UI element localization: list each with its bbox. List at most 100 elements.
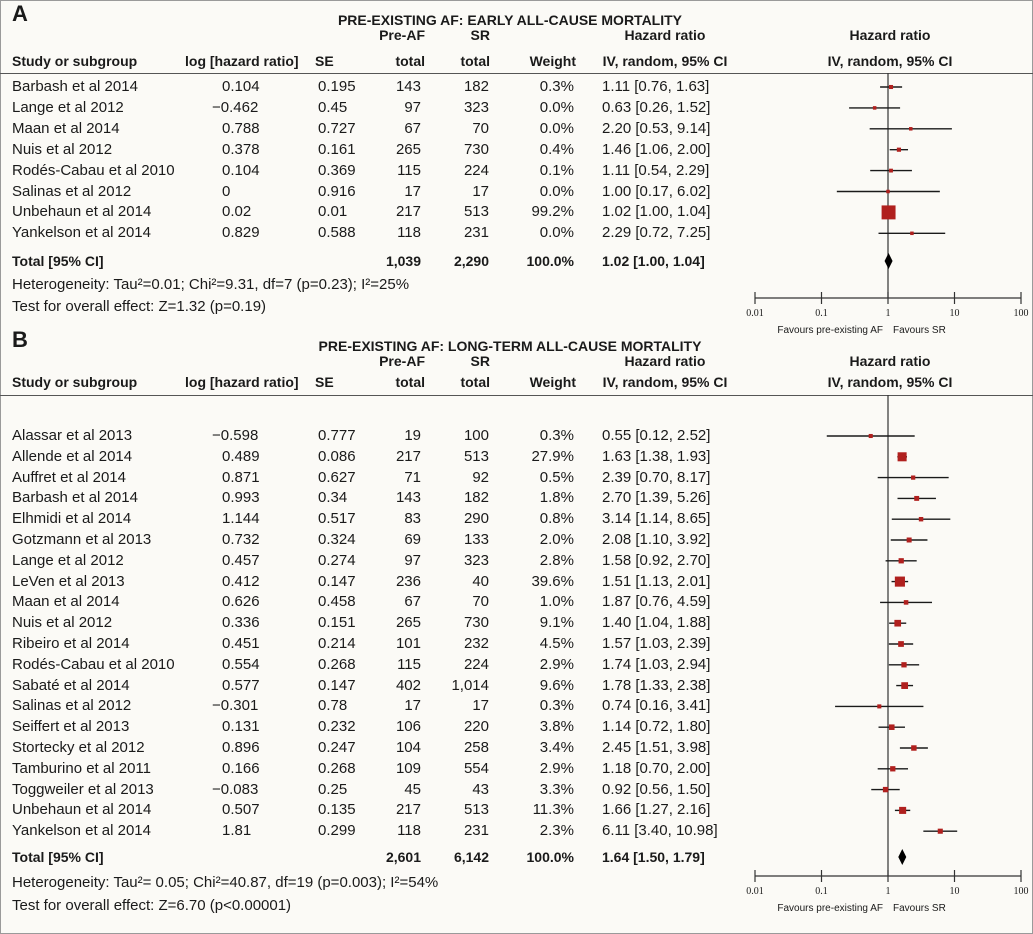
pre-af-total: 265 [395, 140, 421, 158]
standard-error: 0.78 [318, 697, 348, 715]
standard-error: 0.01 [318, 203, 348, 221]
log-hazard-ratio: 0.166 [222, 759, 260, 777]
weight: 4.5% [539, 635, 574, 652]
standard-error: 0.916 [318, 182, 356, 200]
study-name: Auffret et al 2014 [12, 468, 126, 486]
hazard-ratio-ci: 1.14 [0.72, 1.80] [602, 718, 711, 736]
sr-total: 513 [463, 447, 489, 465]
hazard-ratio-ci: 1.51 [1.13, 2.01] [602, 572, 711, 590]
standard-error: 0.274 [318, 551, 356, 569]
weight: 0.5% [539, 468, 574, 486]
hazard-ratio-ci: 2.45 [1.51, 3.98] [602, 739, 711, 756]
effect-square [910, 231, 914, 236]
sr-total: 231 [463, 224, 489, 242]
pre-af-total: 265 [395, 614, 421, 632]
total-weight: 100.0% [526, 253, 574, 269]
hazard-ratio-ci: 1.78 [1.33, 2.38] [602, 676, 711, 694]
sr-total: 232 [463, 635, 489, 652]
study-name: Ribeiro et al 2014 [12, 635, 130, 652]
effect-square [890, 766, 896, 772]
study-name: Yankelson et al 2014 [12, 822, 151, 840]
standard-error: 0.135 [318, 801, 356, 819]
pre-af-total: 109 [395, 759, 421, 777]
weight: 0.0% [539, 224, 574, 242]
pre-af-total: 106 [395, 718, 421, 736]
col-header-sr: SR [470, 353, 490, 369]
col-header-plot: Hazard ratio [849, 27, 931, 43]
col-header-hr: Hazard ratio [624, 27, 706, 43]
effect-square [896, 147, 902, 152]
total-pre-af: 2,601 [385, 849, 421, 865]
pooled-effect-diamond [898, 849, 907, 865]
hazard-ratio-ci: 0.74 [0.16, 3.41] [602, 697, 711, 715]
pre-af-total: 115 [397, 655, 421, 673]
col-header-hr: Hazard ratio [624, 353, 706, 369]
log-hazard-ratio: 1.144 [222, 510, 260, 528]
effect-square [937, 828, 943, 834]
hazard-ratio-ci: 1.11 [0.76, 1.63] [602, 78, 710, 95]
standard-error: 0.268 [318, 759, 356, 777]
study-name: Sabaté et al 2014 [12, 676, 130, 694]
x-tick-label: 10 [949, 308, 960, 319]
standard-error: 0.458 [318, 593, 356, 611]
standard-error: 0.268 [318, 655, 356, 673]
weight: 1.0% [539, 593, 574, 611]
log-hazard-ratio: 0.131 [222, 718, 260, 736]
log-hazard-ratio: 0.732 [222, 531, 260, 548]
effect-square [886, 189, 890, 194]
pre-af-total: 104 [395, 739, 421, 756]
study-name: Alassar et al 2013 [12, 427, 133, 444]
sr-total: 513 [463, 203, 489, 221]
sr-total: 43 [472, 780, 489, 798]
pre-af-total: 71 [404, 468, 421, 486]
log-hazard-ratio: 1.81 [222, 822, 252, 840]
log-hazard-ratio: −0.083 [212, 780, 259, 798]
effect-square [889, 724, 895, 730]
weight: 9.6% [539, 676, 574, 694]
sr-total: 70 [472, 119, 489, 137]
study-name: Maan et al 2014 [12, 593, 120, 611]
study-name: Unbehaun et al 2014 [12, 203, 152, 221]
favours-right-label: Favours SR [893, 903, 946, 914]
pre-af-total: 67 [404, 119, 421, 137]
effect-square [868, 433, 873, 439]
pre-af-total: 118 [397, 822, 421, 840]
effect-square [898, 641, 904, 647]
hazard-ratio-ci: 1.18 [0.70, 2.00] [602, 759, 711, 777]
pre-af-total: 83 [404, 510, 421, 528]
hazard-ratio-ci: 1.40 [1.04, 1.88] [602, 614, 711, 632]
hazard-ratio-ci: 2.39 [0.70, 8.17] [602, 468, 711, 486]
log-hazard-ratio: −0.301 [212, 697, 259, 715]
log-hazard-ratio: 0.829 [222, 224, 260, 242]
pooled-effect-diamond [884, 253, 893, 269]
log-hazard-ratio: 0 [222, 182, 231, 200]
standard-error: 0.147 [318, 572, 356, 590]
x-tick-label: 0.1 [815, 308, 828, 319]
effect-square [901, 662, 907, 668]
weight: 3.4% [539, 739, 574, 756]
log-hazard-ratio: 0.993 [222, 489, 260, 507]
panel-title: PRE-EXISTING AF: LONG-TERM ALL-CAUSE MOR… [318, 338, 702, 354]
effect-square [872, 106, 877, 110]
effect-square [898, 558, 904, 564]
sr-total: 17 [472, 697, 489, 715]
weight: 0.4% [539, 140, 574, 158]
total-label: Total [95% CI] [12, 253, 104, 269]
pre-af-total: 217 [395, 447, 421, 465]
hazard-ratio-ci: 1.00 [0.17, 6.02] [602, 182, 711, 200]
study-name: Nuis et al 2012 [12, 614, 113, 632]
study-name: Tamburino et al 2011 [12, 759, 151, 777]
weight: 0.0% [539, 119, 574, 137]
study-name: Nuis et al 2012 [12, 140, 113, 158]
col-header-se: SE [315, 374, 334, 390]
sr-total: 92 [472, 468, 489, 486]
hazard-ratio-ci: 1.46 [1.06, 2.00] [602, 140, 711, 158]
pre-af-total: 236 [395, 572, 421, 590]
log-hazard-ratio: 0.02 [222, 203, 252, 221]
effect-square [901, 682, 909, 689]
heterogeneity-stats: Heterogeneity: Tau²= 0.05; Chi²=40.87, d… [12, 874, 439, 891]
sr-total: 182 [463, 78, 489, 95]
favours-right-label: Favours SR [893, 325, 946, 336]
weight: 0.3% [539, 697, 574, 715]
hazard-ratio-ci: 2.08 [1.10, 3.92] [602, 531, 711, 548]
